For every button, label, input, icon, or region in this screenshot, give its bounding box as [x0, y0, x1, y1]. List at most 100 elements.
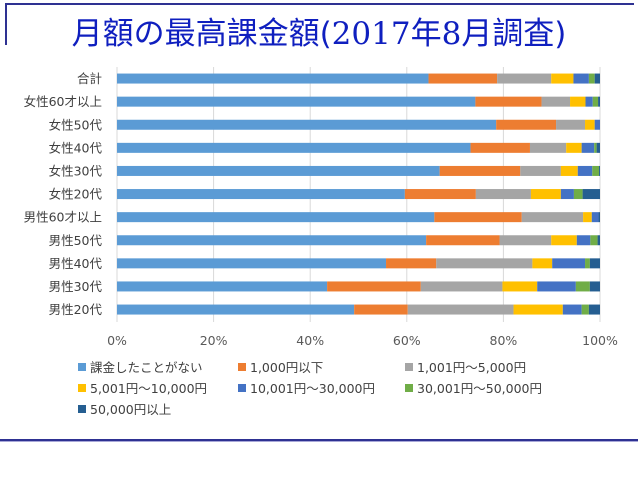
legend-label: 課金したことがない	[90, 360, 203, 375]
bar-segment	[499, 235, 552, 246]
bar-segment	[594, 73, 600, 84]
legend-swatch	[238, 383, 246, 392]
legend-swatch	[405, 362, 413, 371]
title-mid: 年	[410, 16, 442, 52]
bar-segment	[556, 119, 586, 130]
category-label: 女性20代	[49, 187, 103, 202]
bar-segment	[520, 165, 561, 176]
legend-label: 50,000円以上	[90, 402, 172, 417]
bar-segment	[541, 96, 571, 107]
bar-segment	[386, 258, 437, 269]
bar-segment	[588, 304, 600, 315]
bar-segment	[470, 142, 530, 153]
bar-segment	[573, 189, 583, 200]
bar-segment	[585, 258, 590, 269]
x-tick-label: 20%	[200, 333, 228, 348]
bar-segment	[475, 189, 531, 200]
bar-segment	[591, 212, 599, 223]
bar-segment	[117, 281, 328, 292]
bar-segment	[404, 189, 476, 200]
bar-segment	[560, 189, 574, 200]
bar-segment	[530, 189, 561, 200]
bar-segment	[502, 281, 538, 292]
bar-segment	[426, 235, 500, 246]
category-label: 女性40代	[49, 140, 103, 155]
bar-segment	[599, 165, 600, 176]
legend-item-under-1000: 1,000円以下	[238, 356, 405, 377]
bar-segment	[496, 119, 557, 130]
legend-row-3: 50,000円以上	[78, 398, 618, 419]
bar-segment	[420, 281, 503, 292]
category-label: 男性60才以上	[24, 210, 102, 225]
category-label: 女性30代	[49, 163, 103, 178]
bar-segment	[117, 235, 427, 246]
legend-label: 5,001円～10,000円	[90, 381, 208, 396]
bar-segment	[551, 73, 574, 84]
bar-segment	[439, 165, 521, 176]
bar-segment	[532, 258, 553, 269]
bar-segment	[581, 142, 595, 153]
bar-segment	[327, 281, 421, 292]
bar-segment	[497, 73, 552, 84]
bar-segment	[537, 281, 576, 292]
bar-segment	[582, 189, 600, 200]
title-prefix: 月額の最高課金額(	[71, 16, 332, 52]
bar-segment	[589, 258, 600, 269]
bar-segment	[513, 304, 563, 315]
category-label: 合計	[77, 71, 102, 86]
bar-segment	[596, 142, 600, 153]
legend-item-5001-10000: 5,001円～10,000円	[78, 377, 238, 398]
bar-segment	[570, 96, 586, 107]
category-label: 女性60才以上	[24, 94, 102, 109]
slide-title: 月額の最高課金額(2017年8月調査)	[0, 8, 638, 53]
bar-segment	[598, 212, 600, 223]
legend-label: 30,001円～50,000円	[417, 381, 542, 396]
bar-segment	[117, 189, 405, 200]
bar-segment	[354, 304, 408, 315]
bar-segment	[562, 304, 582, 315]
bar-segment	[428, 73, 498, 84]
bar-segment	[575, 281, 590, 292]
category-label: 男性40代	[49, 256, 103, 271]
bar-segment	[117, 119, 497, 130]
bar-segment	[577, 165, 593, 176]
x-tick-label: 0%	[107, 333, 127, 348]
title-month: 8	[441, 16, 462, 52]
bar-segment	[594, 119, 600, 130]
x-tick-label: 80%	[490, 333, 518, 348]
x-tick-label: 60%	[393, 333, 421, 348]
bar-segment	[117, 258, 387, 269]
bar-segment	[585, 96, 593, 107]
x-tick-label: 100%	[582, 333, 618, 348]
top-rule	[6, 3, 634, 5]
bar-segment	[552, 258, 586, 269]
bar-segment	[592, 165, 600, 176]
bar-segment	[589, 281, 600, 292]
bar-segment	[573, 73, 589, 84]
legend-swatch	[405, 383, 413, 392]
bar-segment	[598, 96, 600, 107]
legend-label: 1,001円～5,000円	[417, 360, 527, 375]
bottom-rule	[0, 439, 638, 442]
bar-segment	[117, 304, 355, 315]
category-label: 男性50代	[49, 233, 103, 248]
bar-segment	[551, 235, 577, 246]
bar-segment	[475, 96, 542, 107]
legend-label: 1,000円以下	[250, 360, 324, 375]
bar-segment	[117, 165, 440, 176]
bar-segment	[434, 212, 522, 223]
legend-item-no-spend: 課金したことがない	[78, 356, 238, 377]
legend-swatch	[238, 362, 246, 371]
legend-item-10001-30000: 10,001円～30,000円	[238, 377, 405, 398]
category-label: 男性30代	[49, 279, 103, 294]
bar-segment	[407, 304, 514, 315]
bar-segment	[117, 212, 435, 223]
title-suffix: 月調査)	[461, 16, 567, 52]
legend: 課金したことがない 1,000円以下 1,001円～5,000円 5,001円～…	[78, 356, 618, 419]
legend-swatch	[78, 383, 86, 392]
bar-segment	[576, 235, 591, 246]
legend-row-1: 課金したことがない 1,000円以下 1,001円～5,000円	[78, 356, 618, 377]
bars	[117, 73, 600, 315]
bar-segment	[521, 212, 584, 223]
legend-swatch	[78, 362, 86, 371]
